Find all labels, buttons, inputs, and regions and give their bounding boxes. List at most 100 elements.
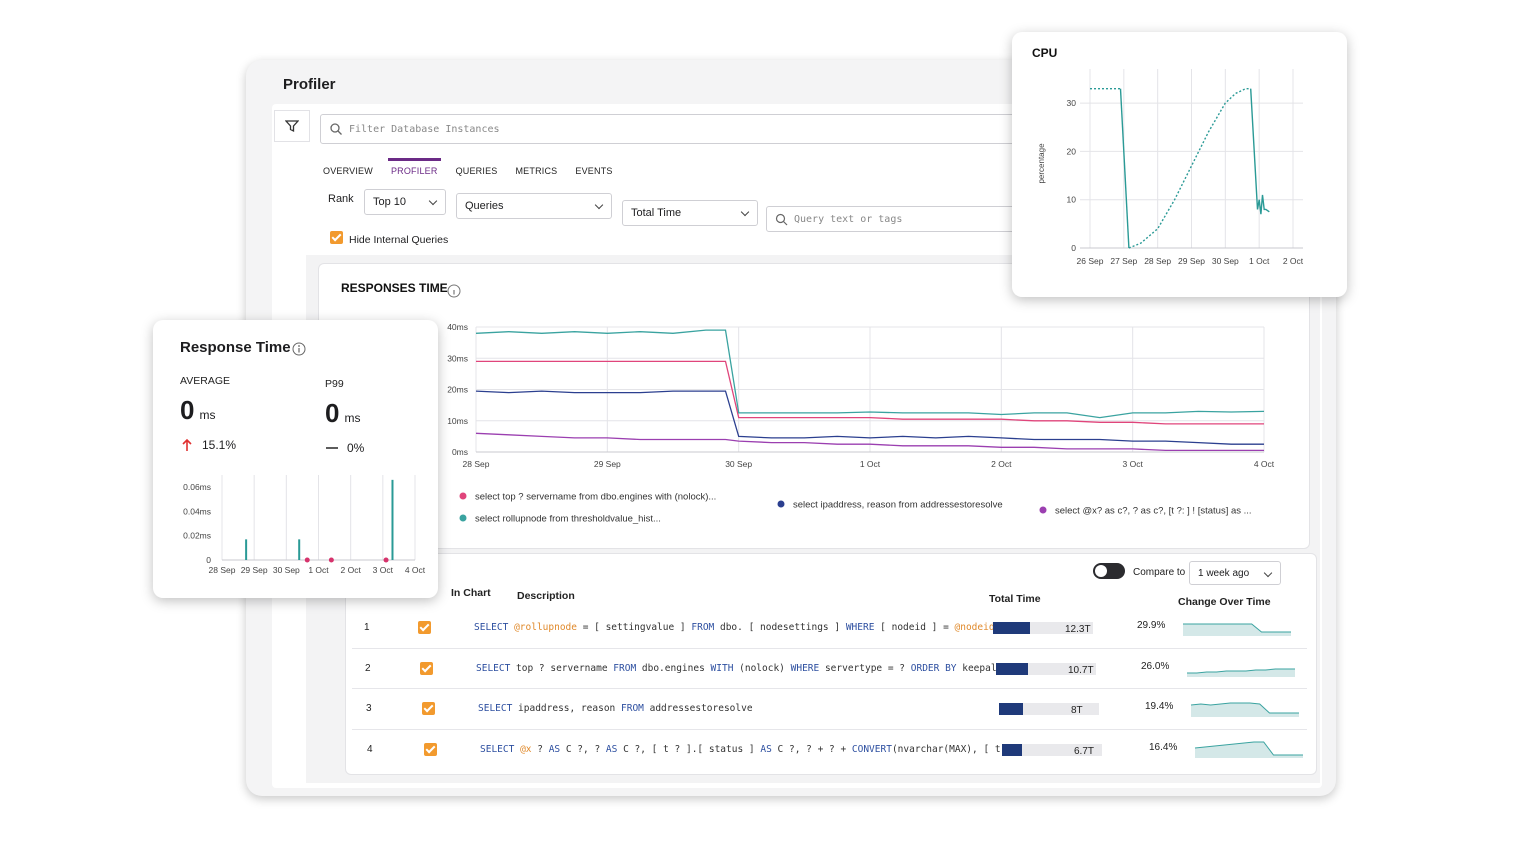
x-tick-label: 27 Sep [1110,256,1137,266]
change-icon [182,438,192,451]
sql-token: AS [605,743,618,755]
x-tick-label: 1 Oct [308,565,329,575]
legend-swatch [777,500,785,508]
total-time-label: 8T [1071,705,1083,716]
series-line [1119,88,1130,249]
stat-change: 15.1% [180,438,236,452]
query-table: Compare to 1 week ago In Chart Description T… [345,553,1317,775]
legend-label: select ipaddress, reason from addressest… [793,500,1003,511]
rank-label: Rank [328,193,354,205]
change-value: 19.4% [1145,701,1174,712]
sort-select[interactable]: Total Time [622,200,758,226]
in-chart-checkbox[interactable] [422,702,435,715]
change-value: 29.9% [1137,620,1166,631]
sql-token: WITH [710,662,734,674]
compare-select[interactable]: 1 week ago [1189,561,1281,585]
tab-bar: OVERVIEW PROFILER QUERIES METRICS EVENTS [316,158,620,181]
hide-internal-checkbox[interactable] [330,231,343,244]
stat-value-row: 0 ms [180,395,236,426]
description: SELECT @rollupnode = [ settingvalue ] FR… [474,622,1012,633]
event-marker [383,557,389,563]
legend-swatch [459,492,467,500]
hide-internal-label: Hide Internal Queries [349,234,449,246]
p99-stat: P99 0 ms 0% [325,378,364,455]
series-line [475,390,1264,445]
sql-token: AS [760,743,772,755]
change-value: 16.4% [1149,741,1178,753]
cpu-card: CPU percentage 0 10 20 30 26 Sep 27 Sep 28 Sep 29… [1012,32,1347,297]
select-value: 1 week ago [1198,567,1250,579]
tab[interactable]: METRICS [515,166,558,176]
y-tick-label: 30 [1067,98,1077,108]
in-chart-checkbox[interactable] [420,661,433,675]
in-chart-checkbox[interactable] [424,742,437,756]
in-chart-checkbox[interactable] [418,621,431,634]
search-placeholder: Filter Database Instances [349,123,500,135]
rank-select[interactable]: Top 10 [364,189,446,215]
x-tick-label: 30 Sep [1212,256,1239,266]
responses-card: RESPONSES TIME 0 ms 10ms 20ms 30ms 40ms 28 Sep 2… [318,263,1310,549]
tab[interactable]: OVERVIEW [323,166,373,176]
page-title: Profiler [283,76,336,94]
series-line [476,360,1264,425]
y-tick-label: 0.04ms [183,506,211,516]
filter-icon [285,120,299,133]
select-value: Total Time [631,207,682,219]
compare-toggle[interactable] [1093,563,1125,579]
sparkline-line [1187,668,1295,673]
x-tick-label: 1 Oct [860,459,881,469]
y-tick-label: 30ms [447,353,468,363]
sql-token: ipaddress, reason [512,703,621,714]
sql-token: dbo.engines [636,662,711,674]
rank: 3 [366,703,372,714]
sql-token: [ nodeid ] = [874,622,955,633]
y-tick-label: 0 [1071,243,1076,253]
bar [391,479,394,560]
query-input[interactable]: Query text or tags [766,206,1026,232]
sql-token: (nvarchar(MAX), [ t ?… [891,743,1018,755]
x-tick-label: 2 Oct [341,565,362,575]
sql-token: SELECT [478,703,513,714]
tab[interactable]: EVENTS [575,166,613,176]
row-divider [352,728,1307,730]
sparkline [1194,741,1303,758]
sql-token: keepaliv… [956,662,1014,674]
total-time-label: 10.7T [1068,664,1094,676]
search-input[interactable]: Filter Database Instances [320,114,1030,144]
sparkline-area [1195,741,1303,758]
sql-token: SELECT [474,622,509,633]
description: SELECT top ? servername FROM dbo.engines… [476,663,1014,674]
total-time-bar [996,662,1029,675]
toggle-knob [1095,565,1107,577]
sql-token: ? [531,743,549,755]
sql-token: servertype = ? [819,662,911,674]
sql-token: (nolock) [733,662,791,674]
sql-token: C ?, ? + ? + [771,743,852,755]
tab[interactable]: QUERIES [455,166,498,176]
y-axis-label: percentage [1037,143,1046,184]
sql-token: AS [548,743,561,755]
change-value: 15.1% [202,438,237,452]
description: SELECT @x ? AS C ?, ? AS C ?, [ t ? ].[ … [480,744,1018,755]
event-marker [328,557,334,563]
sparkline-area [1187,668,1295,677]
info-icon [292,342,306,356]
rank: 2 [365,662,371,674]
tab[interactable]: PROFILER [384,158,445,181]
search-icon [330,123,342,135]
x-tick-label: 4 Oct [1254,459,1275,469]
x-tick-label: 29 Sep [1178,256,1205,266]
select-value: Top 10 [373,196,407,208]
stat-value-row: 0 ms [325,398,364,429]
stat-label: P99 [325,378,344,390]
sql-token: = [ settingvalue ] [576,622,692,633]
sql-token: SELECT [480,743,515,755]
compare-label: Compare to [1133,567,1186,578]
search-icon [775,213,788,225]
filter-button[interactable] [274,110,310,142]
x-tick-label: 1 Oct [1249,256,1270,266]
sql-token: @x [520,743,532,755]
sql-token: C ?, ? [560,743,606,755]
group-select[interactable]: Queries [456,193,612,219]
sql-token: CONVERT [851,743,892,755]
